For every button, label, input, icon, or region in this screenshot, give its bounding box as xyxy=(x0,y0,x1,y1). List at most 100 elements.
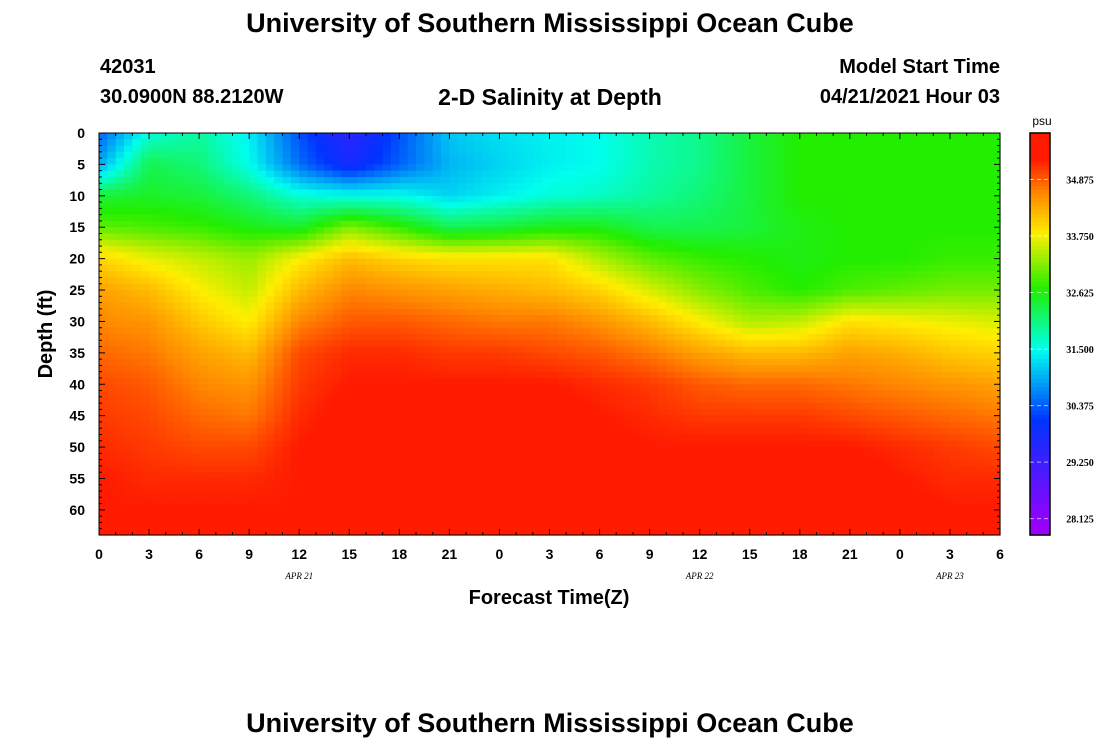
heatmap-cell xyxy=(124,227,133,235)
heatmap-cell xyxy=(390,390,400,398)
heatmap-cell xyxy=(441,327,450,335)
heatmap-cell xyxy=(482,340,492,348)
heatmap-cell xyxy=(399,202,409,209)
heatmap-cell xyxy=(599,396,609,404)
heatmap-cell xyxy=(674,359,684,367)
heatmap-cell xyxy=(324,283,334,291)
heatmap-cell xyxy=(532,359,542,367)
heatmap-cell xyxy=(966,202,976,209)
heatmap-cell xyxy=(140,202,150,209)
heatmap-cell xyxy=(541,409,551,417)
heatmap-cell xyxy=(607,377,617,385)
heatmap-cell xyxy=(457,302,467,310)
heatmap-cell xyxy=(407,371,417,379)
heatmap-cell xyxy=(783,415,793,423)
heatmap-cell xyxy=(908,290,918,297)
heatmap-cell xyxy=(616,170,626,178)
heatmap-cell xyxy=(624,308,634,316)
heatmap-cell xyxy=(257,415,267,423)
heatmap-cell xyxy=(641,252,651,260)
heatmap-cell xyxy=(908,220,918,228)
heatmap-cell xyxy=(958,390,968,398)
heatmap-cell xyxy=(174,145,184,153)
heatmap-cell xyxy=(390,290,400,297)
heatmap-cell xyxy=(107,271,117,279)
heatmap-cell xyxy=(165,384,175,392)
heatmap-cell xyxy=(499,239,509,247)
heatmap-cell xyxy=(657,227,667,235)
heatmap-cell xyxy=(858,246,868,253)
heatmap-cell xyxy=(349,371,359,379)
heatmap-cell xyxy=(265,220,275,228)
heatmap-cell xyxy=(532,214,542,222)
heatmap-cell xyxy=(232,202,242,209)
heatmap-cell xyxy=(441,246,450,253)
heatmap-cell xyxy=(691,308,701,316)
heatmap-cell xyxy=(649,415,659,423)
heatmap-cell xyxy=(249,158,259,166)
heatmap-cell xyxy=(207,246,217,253)
heatmap-cell xyxy=(783,233,793,241)
heatmap-cell xyxy=(374,227,384,235)
heatmap-cell xyxy=(232,390,242,398)
heatmap-cell xyxy=(182,202,192,209)
heatmap-cell xyxy=(733,277,742,285)
heatmap-cell xyxy=(449,233,459,241)
heatmap-cell xyxy=(733,308,742,316)
heatmap-cell xyxy=(124,315,133,323)
heatmap-cell xyxy=(107,359,117,367)
heatmap-cell xyxy=(607,371,617,379)
heatmap-cell xyxy=(616,409,626,417)
heatmap-cell xyxy=(574,384,584,392)
heatmap-cell xyxy=(874,365,884,373)
heatmap-cell xyxy=(708,158,717,166)
heatmap-cell xyxy=(140,214,150,222)
heatmap-cell xyxy=(274,214,284,222)
heatmap-cell xyxy=(432,396,442,404)
heatmap-cell xyxy=(274,390,284,398)
heatmap-cell xyxy=(682,415,692,423)
heatmap-cell xyxy=(424,346,434,354)
heatmap-cell xyxy=(858,252,868,260)
heatmap-cell xyxy=(766,396,776,404)
heatmap-cell xyxy=(766,365,776,373)
heatmap-cell xyxy=(858,158,868,166)
heatmap-cell xyxy=(833,409,843,417)
heatmap-cell xyxy=(199,252,209,260)
heatmap-cell xyxy=(566,158,576,166)
heatmap-cell xyxy=(140,296,150,304)
heatmap-cell xyxy=(616,327,626,335)
heatmap-cell xyxy=(165,239,175,247)
heatmap-cell xyxy=(432,183,442,191)
heatmap-cell xyxy=(324,340,334,348)
heatmap-cell xyxy=(349,208,359,216)
heatmap-cell xyxy=(841,145,851,153)
heatmap-cell xyxy=(282,227,292,235)
heatmap-cell xyxy=(674,233,684,241)
heatmap-cell xyxy=(140,195,150,203)
heatmap-cell xyxy=(983,384,993,392)
heatmap-cell xyxy=(340,258,350,266)
heatmap-cell xyxy=(532,202,542,209)
heatmap-cell xyxy=(941,176,951,184)
heatmap-cell xyxy=(340,202,350,209)
heatmap-cell xyxy=(924,296,934,304)
heatmap-cell xyxy=(390,133,400,140)
heatmap-cell xyxy=(107,246,117,253)
heatmap-cell xyxy=(274,359,284,367)
heatmap-cell xyxy=(382,164,392,172)
heatmap-cell xyxy=(649,158,659,166)
heatmap-cell xyxy=(149,246,158,253)
heatmap-cell xyxy=(624,352,634,360)
heatmap-cell xyxy=(833,258,843,266)
heatmap-cell xyxy=(107,415,117,423)
heatmap-cell xyxy=(324,264,334,272)
heatmap-cell xyxy=(432,145,442,153)
heatmap-cell xyxy=(499,176,509,184)
heatmap-cell xyxy=(441,315,450,323)
heatmap-cell xyxy=(549,283,559,291)
heatmap-cell xyxy=(574,183,584,191)
heatmap-cell xyxy=(657,164,667,172)
heatmap-cell xyxy=(607,164,617,172)
heatmap-cell xyxy=(365,384,375,392)
